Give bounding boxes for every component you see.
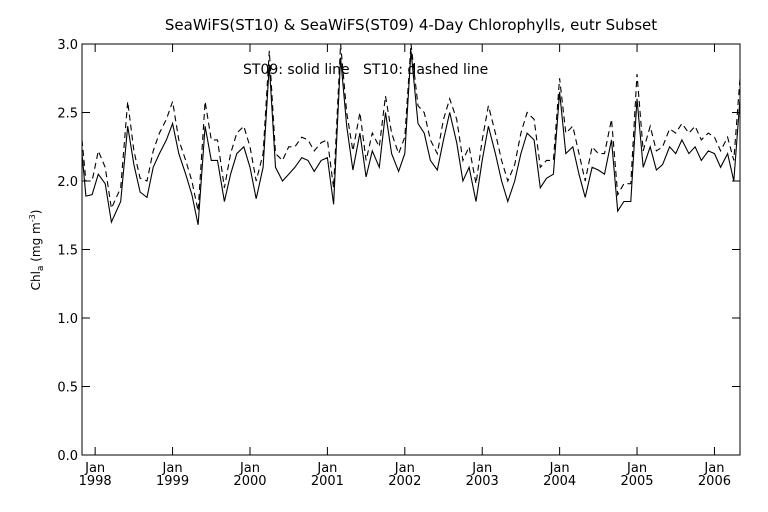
chart-title: SeaWiFS(ST10) & SeaWiFS(ST09) 4-Day Chlo… (165, 16, 657, 34)
plot-area: 0.00.51.01.52.02.53.0 Jan1998Jan1999Jan2… (57, 38, 741, 489)
x-tick-month-label: Jan (703, 461, 724, 476)
x-tick-month-label: Jan (162, 461, 183, 476)
x-tick-year-label: 2002 (388, 474, 421, 489)
x-tick-year-label: 1998 (79, 474, 112, 489)
y-axis-label-exponent: -3 (28, 214, 37, 222)
y-axis: 0.0 0.5 1.0 1.5 2.0 2.5 3.0 (57, 38, 740, 464)
series-line-st10 (81, 43, 741, 212)
x-tick-year-label: 2001 (311, 474, 344, 489)
y-axis-label-unit-close: ) (29, 210, 43, 215)
x-tick-year-label: 1999 (156, 474, 189, 489)
y-tick-label: 0.0 (57, 449, 78, 464)
y-axis-label-unit: (mg m (29, 222, 43, 265)
x-tick-year-label: 2006 (698, 474, 731, 489)
x-tick-month-label: Jan (626, 461, 647, 476)
y-axis-label-subscript: a (36, 266, 46, 272)
x-tick-month-label: Jan (549, 461, 570, 476)
x-tick-year-label: 2000 (233, 474, 266, 489)
y-tick-label: 0.5 (57, 381, 78, 396)
x-tick-month-label: Jan (239, 461, 260, 476)
y-tick-label: 1.0 (57, 312, 78, 327)
x-tick-year-label: 2005 (620, 474, 653, 489)
plot-frame (81, 43, 741, 456)
x-tick-year-label: 2004 (543, 474, 576, 489)
y-tick-label: 1.5 (57, 244, 78, 259)
y-tick-label: 3.0 (57, 38, 78, 53)
y-axis-label: Chla (mg m-3) (28, 210, 46, 291)
x-tick-month-label: Jan (84, 461, 105, 476)
y-axis-label-main: Chl (29, 271, 43, 290)
x-tick-month-label: Jan (394, 461, 415, 476)
x-tick-month-label: Jan (316, 461, 337, 476)
series-lines (81, 43, 741, 225)
x-tick-year-label: 2003 (466, 474, 499, 489)
x-axis: Jan1998Jan1999Jan2000Jan2001Jan2002Jan20… (79, 44, 731, 489)
x-tick-month-label: Jan (471, 461, 492, 476)
line-style-annotation: ST09: solid line ST10: dashed line (243, 62, 488, 78)
y-tick-label: 2.5 (57, 107, 78, 122)
y-tick-label: 2.0 (57, 175, 78, 190)
